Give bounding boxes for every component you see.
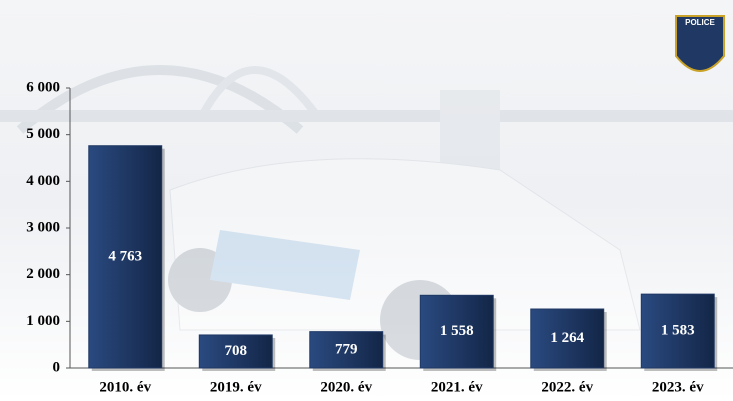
data-label: 779 bbox=[335, 341, 358, 357]
x-tick-label: 2010. év bbox=[99, 379, 151, 395]
y-tick-label: 2 000 bbox=[26, 266, 60, 282]
logo-text: POLICE bbox=[685, 18, 715, 27]
y-tick-label: 3 000 bbox=[26, 219, 60, 235]
logo: POLICE bbox=[676, 16, 724, 71]
x-tick-label: 2019. év bbox=[210, 379, 262, 395]
x-tick-label: 2022. év bbox=[541, 379, 593, 395]
data-label: 4 763 bbox=[108, 248, 142, 264]
data-label: 1 583 bbox=[661, 323, 695, 339]
x-tick-label: 2021. év bbox=[431, 379, 483, 395]
data-label: 708 bbox=[225, 343, 248, 359]
x-tick-label: 2023. év bbox=[652, 379, 704, 395]
x-tick-label: 2020. év bbox=[320, 379, 372, 395]
y-tick-label: 4 000 bbox=[26, 173, 60, 189]
chart: POLICE 0 1 000 2 000 3 000 4 000 5 000 6 000 20… bbox=[0, 0, 733, 401]
y-tick-label: 1 000 bbox=[26, 313, 60, 329]
y-tick-label: 0 bbox=[53, 359, 61, 375]
y-tick-label: 5 000 bbox=[26, 126, 60, 142]
data-label: 1 558 bbox=[440, 323, 474, 339]
data-label: 1 264 bbox=[550, 330, 584, 346]
y-tick-label: 6 000 bbox=[26, 79, 60, 95]
